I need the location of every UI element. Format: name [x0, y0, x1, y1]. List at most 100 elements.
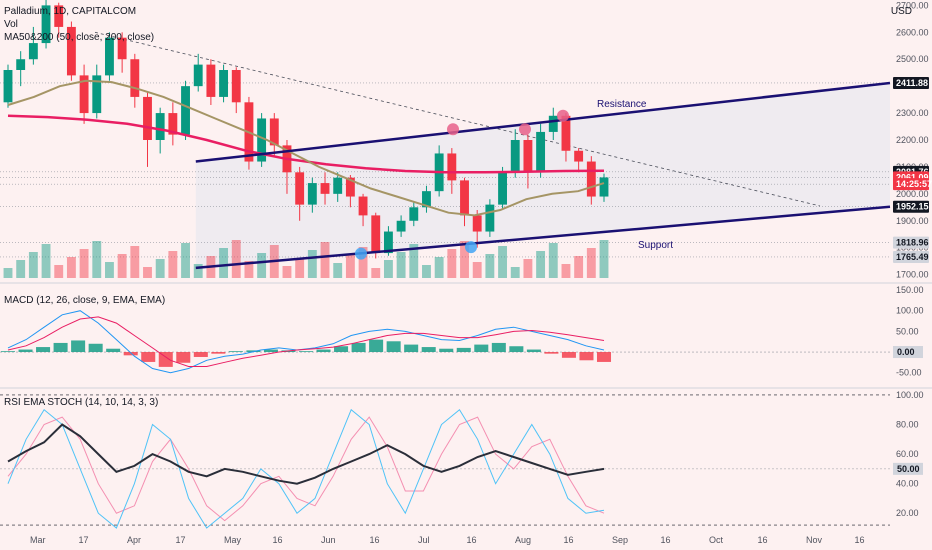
- pivot-marker: [519, 123, 531, 135]
- currency-label: USD: [891, 5, 912, 18]
- macd-histogram-bar: [54, 343, 68, 352]
- volume-bar: [105, 262, 114, 278]
- volume-bar: [321, 242, 330, 278]
- macd-histogram-bar: [19, 350, 33, 352]
- macd-histogram-bar: [369, 340, 383, 352]
- candle-body: [587, 162, 596, 197]
- candle-body: [371, 215, 380, 253]
- volume-bar: [523, 259, 532, 278]
- x-tick-label: 16: [370, 535, 380, 545]
- macd-histogram-bar: [562, 352, 576, 358]
- candle-body: [232, 70, 241, 102]
- pivot-marker: [355, 248, 367, 260]
- x-tick-label: 16: [855, 535, 865, 545]
- macd-histogram-bar: [439, 349, 453, 352]
- macd-histogram-bar: [229, 351, 243, 352]
- price-tag-label: 1818.96: [896, 238, 929, 248]
- macd-histogram-bar: [544, 352, 558, 354]
- candle-body: [523, 140, 532, 172]
- x-tick-label: Nov: [806, 535, 823, 545]
- volume-bar: [156, 259, 165, 278]
- candle-body: [536, 132, 545, 172]
- candle-body: [485, 205, 494, 232]
- candle-body: [143, 97, 152, 140]
- price-tick-label: 2200.00: [896, 135, 929, 145]
- resistance-label: Resistance: [597, 99, 647, 110]
- x-tick-label: 16: [467, 535, 477, 545]
- candle-body: [321, 183, 330, 194]
- x-tick-label: 16: [564, 535, 574, 545]
- candle-body: [397, 221, 406, 232]
- price-tick-label: 2500.00: [896, 54, 929, 64]
- x-tick-label: 17: [176, 535, 186, 545]
- rsi-tick-label: 100.00: [896, 390, 924, 400]
- volume-bar: [143, 267, 152, 278]
- candle-body: [295, 172, 304, 204]
- macd-histogram-bar: [194, 352, 208, 357]
- price-tick-label: 2000.00: [896, 189, 929, 199]
- x-tick-label: May: [224, 535, 242, 545]
- candle-body: [206, 65, 215, 97]
- macd-histogram-bar: [509, 346, 523, 352]
- volume-bar: [473, 262, 482, 278]
- volume-bar: [485, 254, 494, 278]
- price-tag-label: 2411.88: [896, 78, 928, 88]
- volume-bar: [4, 268, 13, 278]
- macd-histogram-bar: [579, 352, 593, 360]
- x-tick-label: Aug: [515, 535, 531, 545]
- candle-body: [156, 113, 165, 140]
- candle-body: [447, 153, 456, 180]
- price-tick-label: 1900.00: [896, 216, 929, 226]
- macd-histogram-bar: [527, 350, 541, 352]
- volume-bar: [283, 266, 292, 278]
- macd-histogram-bar: [299, 351, 313, 352]
- volume-bar: [54, 265, 63, 278]
- candle-body: [498, 172, 507, 204]
- volume-bar: [92, 241, 101, 278]
- candle-body: [16, 59, 25, 70]
- x-tick-label: 16: [758, 535, 768, 545]
- volume-bar: [80, 249, 89, 278]
- volume-bar: [42, 244, 51, 278]
- candle-body: [549, 116, 558, 132]
- volume-bar: [29, 252, 38, 278]
- pivot-marker: [447, 123, 459, 135]
- macd-histogram-bar: [141, 352, 155, 362]
- support-label: Support: [638, 240, 673, 251]
- x-tick-label: 16: [661, 535, 671, 545]
- volume-bar: [498, 246, 507, 278]
- volume-bar: [257, 253, 266, 278]
- candle-body: [600, 177, 609, 196]
- volume-bar: [346, 255, 355, 278]
- volume-bar: [295, 258, 304, 278]
- candle-body: [574, 151, 583, 162]
- candle-body: [181, 86, 190, 134]
- macd-histogram-bar: [422, 347, 436, 352]
- macd-histogram-bar: [352, 343, 366, 352]
- volume-bar: [511, 267, 520, 278]
- macd-title: MACD (12, 26, close, 9, EMA, EMA): [4, 294, 165, 307]
- macd-histogram-bar: [474, 345, 488, 352]
- macd-histogram-bar: [106, 349, 120, 352]
- volume-bar: [587, 248, 596, 278]
- volume-bar: [308, 250, 317, 278]
- candle-body: [4, 70, 13, 102]
- candle-body: [333, 178, 342, 194]
- candle-body: [511, 140, 520, 172]
- ma-label: MA50&200 (50, close, 200, close): [4, 31, 154, 44]
- macd-line: [8, 311, 604, 373]
- macd-histogram-bar: [334, 346, 348, 352]
- macd-tick-label: -50.00: [896, 368, 922, 378]
- x-tick-label: Mar: [30, 535, 46, 545]
- volume-bar: [397, 252, 406, 278]
- macd-signal-line: [8, 317, 604, 367]
- chart-canvas[interactable]: 2700.002600.002500.002400.002300.002200.…: [0, 0, 932, 550]
- candle-body: [29, 43, 38, 59]
- macd-histogram-bar: [457, 348, 471, 352]
- macd-histogram-bar: [1, 351, 15, 352]
- macd-histogram-bar: [492, 343, 506, 352]
- volume-bar: [168, 251, 177, 278]
- macd-histogram-bar: [89, 344, 103, 352]
- volume-bar: [562, 264, 571, 278]
- candle-body: [473, 215, 482, 231]
